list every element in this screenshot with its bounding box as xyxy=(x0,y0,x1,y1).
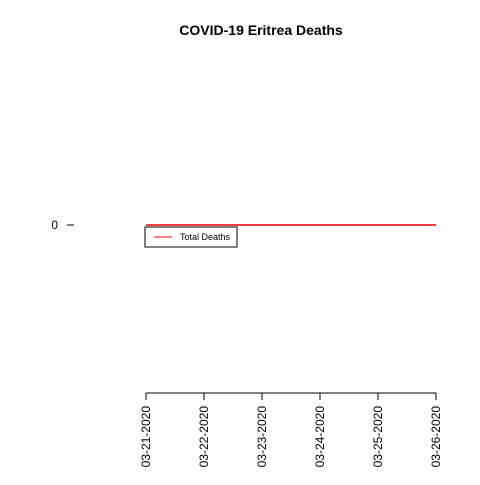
y-tick-label: 0 xyxy=(51,218,58,232)
x-tick-label: 03-23-2020 xyxy=(255,406,269,468)
chart-title: COVID-19 Eritrea Deaths xyxy=(179,22,343,38)
legend: Total Deaths xyxy=(144,226,238,248)
x-tick-label: 03-26-2020 xyxy=(429,406,443,468)
legend-label-total-deaths: Total Deaths xyxy=(180,232,231,242)
x-tick-label: 03-21-2020 xyxy=(139,406,153,468)
x-tick-label: 03-24-2020 xyxy=(313,406,327,468)
x-tick-label: 03-25-2020 xyxy=(371,406,385,468)
x-axis: 03-21-2020 03-22-2020 03-23-2020 03-24-2020… xyxy=(139,392,443,468)
legend-box xyxy=(144,226,238,248)
x-tick-label: 03-22-2020 xyxy=(197,406,211,468)
y-axis: 0 xyxy=(51,218,74,232)
